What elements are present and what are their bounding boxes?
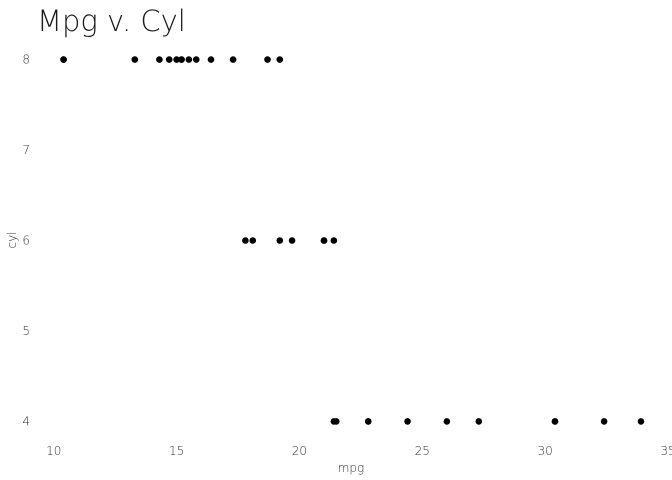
x-axis-label: mpg	[338, 461, 365, 475]
data-point	[404, 418, 411, 425]
data-point	[242, 237, 249, 244]
y-tick-label: 5	[22, 324, 30, 338]
data-point	[207, 56, 215, 63]
data-point	[276, 237, 284, 244]
data-point	[443, 418, 451, 425]
x-tick-label: 25	[415, 444, 430, 458]
x-tick-label: 20	[292, 444, 307, 458]
data-point	[173, 56, 180, 63]
data-point	[165, 56, 173, 63]
y-axis-label: cyl	[5, 231, 19, 248]
y-tick-label: 8	[22, 53, 30, 67]
data-point	[330, 237, 338, 244]
data-point	[320, 237, 328, 244]
y-tick-labels: 4 5 6 7 8	[22, 53, 30, 429]
x-tick-label: 35	[660, 444, 672, 458]
chart-title: Mpg v. Cyl	[37, 4, 186, 38]
y-tick-label: 4	[22, 414, 30, 428]
data-point	[600, 418, 608, 425]
data-point	[131, 56, 139, 63]
data-points	[60, 56, 645, 425]
data-point	[192, 56, 200, 63]
data-point	[249, 237, 257, 244]
data-point	[475, 418, 483, 425]
x-tick-label: 30	[538, 444, 553, 458]
data-point	[178, 56, 185, 63]
x-tick-label: 15	[169, 444, 184, 458]
x-tick-labels: 10 15 20 25 30 35	[46, 444, 672, 458]
x-tick-label: 10	[46, 444, 61, 458]
data-point	[637, 418, 645, 425]
data-point	[60, 56, 67, 63]
y-tick-label: 7	[22, 143, 30, 157]
data-point	[364, 418, 372, 425]
data-point	[264, 56, 271, 63]
data-point	[276, 56, 284, 63]
data-point	[156, 56, 163, 63]
data-point	[551, 418, 559, 425]
y-tick-label: 6	[22, 234, 30, 248]
data-point	[229, 56, 237, 63]
data-point	[185, 56, 193, 63]
data-point	[288, 237, 296, 244]
data-point	[333, 418, 340, 425]
